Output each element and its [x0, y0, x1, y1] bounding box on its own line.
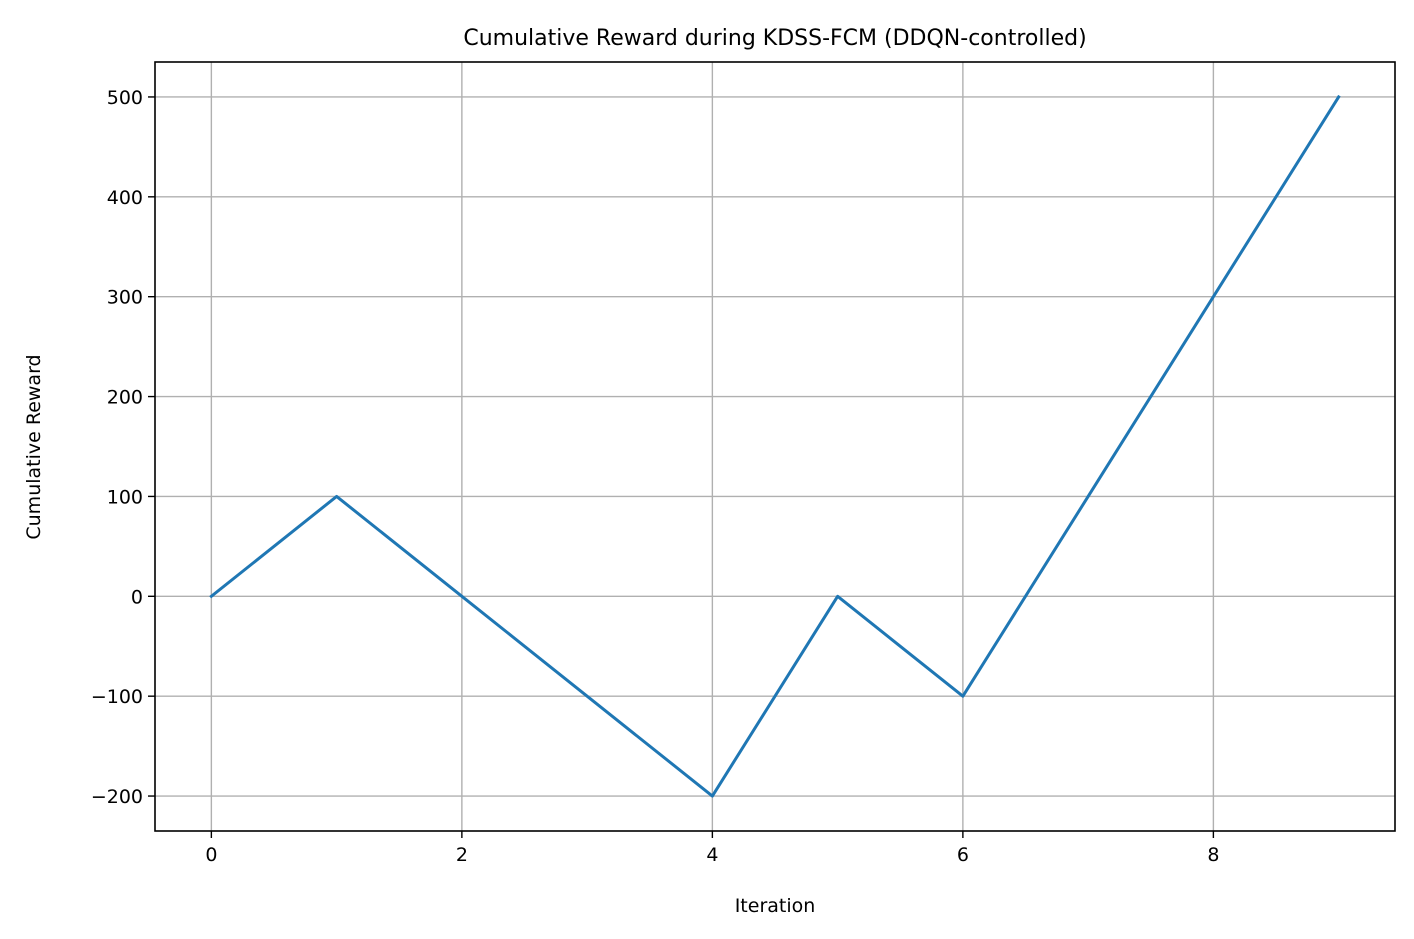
y-tick-label: 300 — [107, 287, 143, 309]
x-tick-label: 8 — [1207, 844, 1219, 866]
y-tick-label: −100 — [91, 686, 143, 708]
x-axis-label: Iteration — [735, 895, 816, 917]
x-tick-label: 0 — [205, 844, 217, 866]
x-tick-label: 6 — [957, 844, 969, 866]
y-tick-label: 400 — [107, 187, 143, 209]
y-tick-label: −200 — [91, 786, 143, 808]
axis-ticks: 0 2 4 6 8 −200 −100 0 100 200 300 400 500 — [91, 87, 1220, 866]
x-tick-label: 2 — [456, 844, 468, 866]
y-tick-label: 500 — [107, 87, 143, 109]
grid — [155, 62, 1395, 831]
chart-title: Cumulative Reward during KDSS-FCM (DDQN-… — [463, 26, 1086, 51]
series-line — [209, 94, 1341, 798]
plot-frame — [154, 61, 1396, 832]
y-tick-label: 200 — [107, 387, 143, 409]
y-tick-label: 0 — [131, 586, 143, 608]
plot-series — [209, 94, 1341, 798]
y-tick-label: 100 — [107, 486, 143, 508]
y-axis-label: Cumulative Reward — [23, 354, 45, 539]
x-tick-label: 4 — [706, 844, 718, 866]
